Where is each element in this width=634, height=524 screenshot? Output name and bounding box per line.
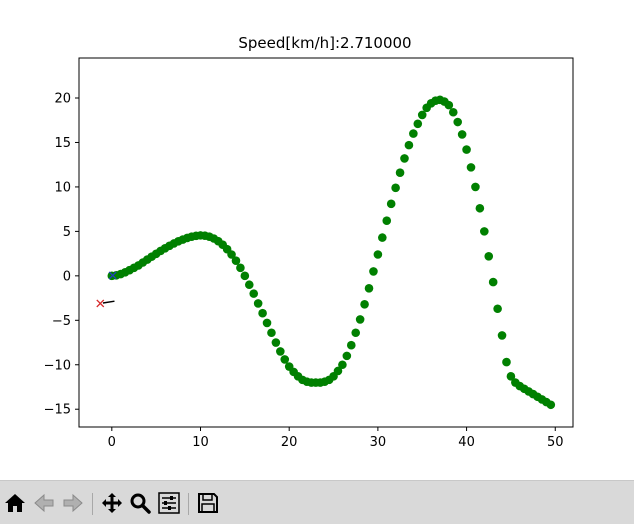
data-point: [475, 203, 485, 213]
x-marker: [96, 299, 105, 308]
y-tick-label: 0: [63, 269, 71, 284]
x-tick-label: 40: [458, 435, 475, 450]
ticks-layer: 0 10 20 30 40 50 −15 −10 −5 0 5 10 15 20: [44, 92, 564, 450]
data-point: [462, 145, 471, 154]
data-point: [453, 117, 463, 127]
data-point: [457, 130, 467, 139]
forward-button[interactable]: [61, 491, 85, 515]
forward-arrow-icon: [63, 493, 83, 513]
data-point: [231, 256, 241, 266]
data-point: [373, 250, 383, 259]
data-point: [484, 251, 494, 261]
x-marker: [108, 271, 117, 280]
y-tick-label: 5: [63, 225, 71, 240]
home-icon: [5, 494, 25, 512]
pan-icon: [102, 493, 122, 513]
zoom-icon: [130, 493, 151, 514]
pan-button[interactable]: [100, 491, 124, 515]
data-point: [413, 119, 423, 129]
zoom-button[interactable]: [128, 491, 152, 515]
data-point: [276, 347, 285, 356]
x-tick-label: 30: [370, 435, 387, 450]
y-tick-label: −10: [44, 358, 71, 373]
data-point: [480, 227, 489, 236]
data-point: [236, 263, 245, 273]
configure-subplots-icon: [158, 492, 180, 514]
data-point: [364, 283, 374, 293]
data-point: [338, 360, 347, 370]
x-tick-label: 10: [192, 435, 209, 450]
data-point: [360, 299, 369, 309]
toolbar: [0, 480, 634, 524]
y-tick-label: 15: [54, 136, 71, 151]
data-point: [346, 340, 356, 350]
data-point: [404, 140, 414, 150]
axes-frame: [78, 57, 574, 428]
data-point: [488, 277, 498, 287]
data-point: [351, 328, 361, 338]
back-arrow-icon: [34, 493, 54, 513]
data-point: [267, 328, 276, 338]
save-button[interactable]: [196, 491, 220, 515]
y-tick-label: 20: [54, 92, 71, 107]
home-button[interactable]: [3, 491, 27, 515]
data-point: [378, 233, 387, 242]
data-point: [466, 163, 476, 172]
data-point: [471, 182, 480, 192]
data-point: [502, 357, 511, 367]
data-point: [333, 366, 343, 376]
data-point: [417, 110, 427, 120]
toolbar-separator: [188, 493, 189, 515]
y-tick-label: −5: [52, 314, 71, 329]
toolbar-separator: [92, 493, 93, 515]
x-tick-label: 20: [281, 435, 298, 450]
chart-title: Speed[km/h]:2.710000: [238, 34, 411, 52]
data-point: [448, 107, 458, 117]
x-tick-label: 50: [547, 435, 564, 450]
x-tick-label: 0: [108, 435, 116, 450]
chart: Speed[km/h]:2.710000 0 10 20 30 40 50−15−10−5…: [44, 34, 574, 450]
data-point: [240, 271, 250, 281]
data-point: [391, 183, 400, 193]
data-point: [280, 355, 290, 364]
data-point: [400, 154, 409, 163]
data-point: [244, 280, 254, 290]
back-button[interactable]: [32, 491, 56, 515]
line-segment: [102, 300, 115, 304]
data-point: [369, 267, 378, 276]
data-point: [227, 250, 236, 259]
data-point: [382, 216, 392, 226]
data-point: [253, 299, 263, 308]
y-tick-label: 10: [54, 180, 71, 195]
data-point: [546, 400, 556, 410]
save-icon: [198, 493, 218, 513]
data-point: [249, 289, 259, 298]
data-point: [409, 129, 418, 138]
configure-subplots-button[interactable]: [157, 491, 181, 515]
data-point: [262, 318, 272, 328]
data-point: [395, 168, 405, 178]
data-point: [271, 338, 281, 347]
data-point: [355, 315, 365, 324]
figure: Speed[km/h]:2.710000 0 10 20 30 40 50 −15 −10 −5…: [43, 34, 574, 450]
data-point: [258, 308, 267, 318]
marks-layer: [96, 95, 556, 410]
data-point: [493, 304, 502, 314]
data-point: [342, 351, 352, 361]
data-point: [506, 372, 516, 381]
data-point: [386, 199, 396, 209]
y-tick-label: −15: [44, 403, 71, 418]
data-point: [444, 100, 454, 110]
data-point: [497, 331, 507, 340]
